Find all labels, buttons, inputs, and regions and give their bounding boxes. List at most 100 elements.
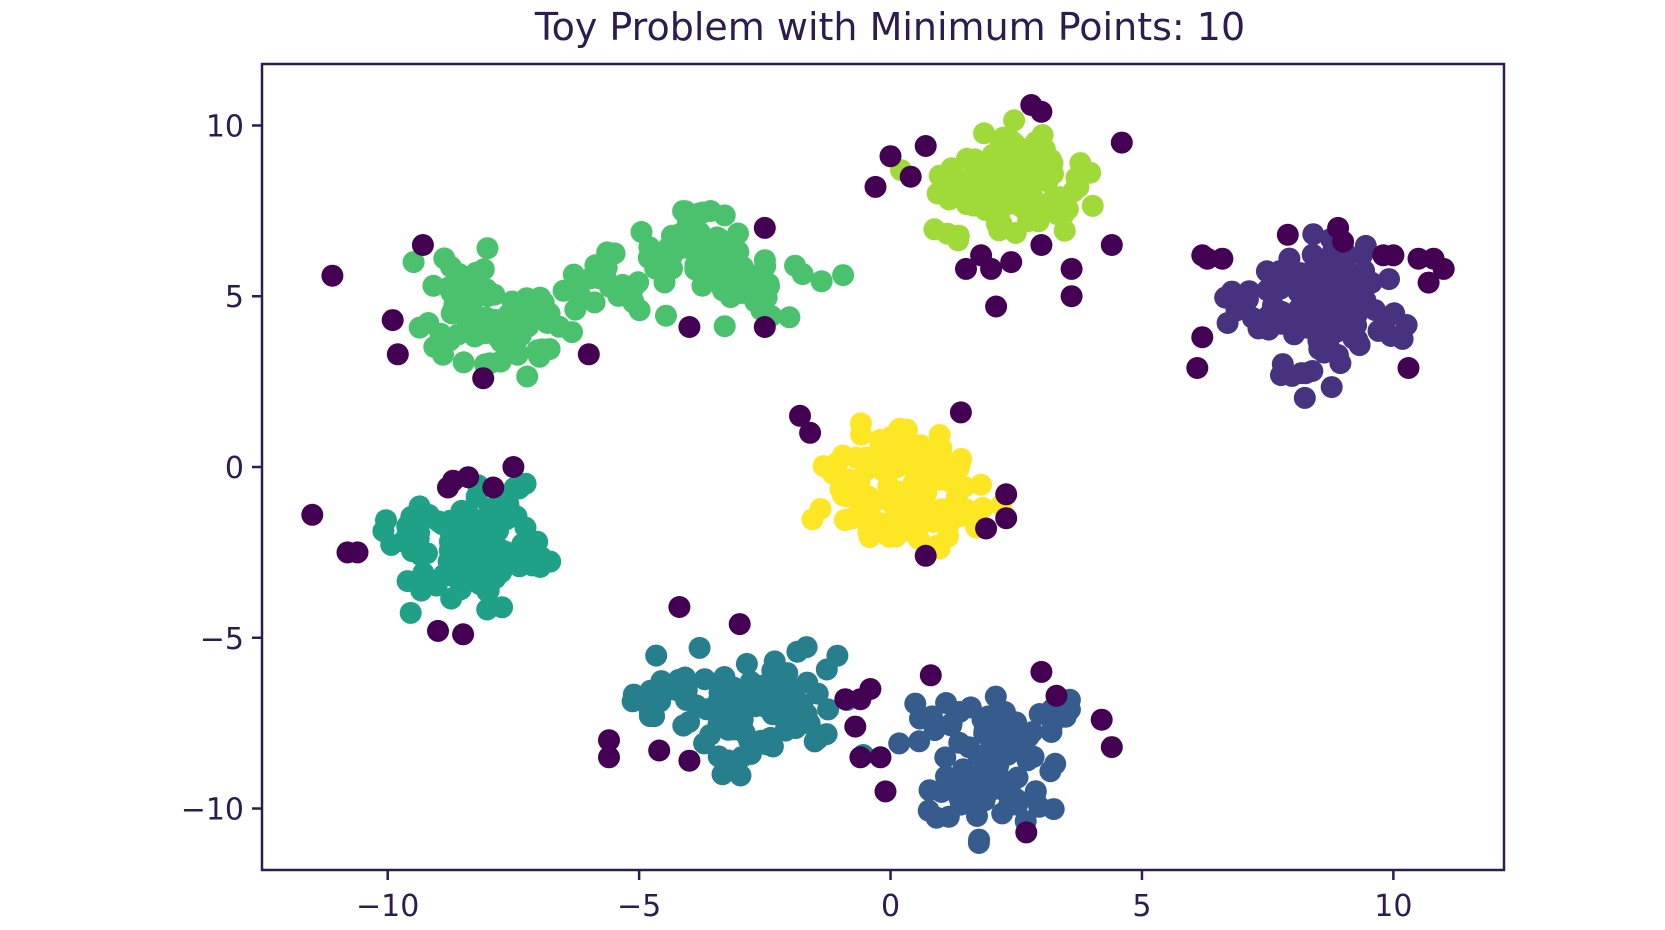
data-point-cluster-2 [999, 780, 1022, 803]
data-point-noise [1382, 244, 1405, 267]
data-point-noise [849, 746, 872, 769]
data-point-cluster-7 [887, 480, 910, 503]
data-point-noise [844, 715, 867, 738]
x-tick-label: 0 [881, 889, 900, 924]
data-point-noise [1186, 357, 1209, 379]
data-point-noise [995, 507, 1018, 530]
data-point-noise [914, 544, 937, 567]
data-point-cluster-5 [562, 263, 585, 286]
data-point-cluster-7 [929, 504, 952, 527]
data-point-cluster-5 [475, 278, 498, 301]
data-point-cluster-5 [810, 270, 833, 293]
data-point-cluster-1 [1216, 312, 1239, 334]
data-point-cluster-3 [735, 652, 758, 675]
data-point-cluster-2 [1041, 712, 1064, 735]
data-point-cluster-3 [645, 644, 668, 667]
data-point-noise [859, 678, 882, 700]
data-point-cluster-3 [750, 729, 773, 752]
data-point-cluster-3 [729, 764, 752, 787]
data-point-cluster-5 [458, 317, 481, 340]
data-point-noise [955, 257, 977, 280]
data-point-cluster-3 [688, 636, 711, 659]
data-point-noise [975, 517, 998, 540]
data-point-cluster-3 [733, 721, 756, 744]
data-point-noise [995, 483, 1018, 506]
data-point-cluster-5 [691, 274, 714, 297]
data-point-cluster-5 [513, 306, 536, 329]
data-point-cluster-3 [667, 679, 689, 702]
data-point-cluster-3 [650, 670, 673, 693]
data-point-noise [899, 165, 922, 188]
data-point-cluster-5 [439, 255, 462, 278]
data-point-cluster-6 [1025, 171, 1048, 193]
data-point-noise [427, 619, 449, 642]
data-point-noise [502, 456, 525, 478]
data-point-cluster-5 [437, 276, 460, 299]
data-point-noise [980, 257, 1003, 280]
data-point-noise [1276, 223, 1299, 246]
data-point-cluster-1 [1293, 386, 1316, 409]
data-point-cluster-1 [1329, 352, 1352, 375]
data-point-noise [864, 175, 887, 198]
data-point-noise [1030, 234, 1053, 256]
data-point-cluster-2 [979, 779, 1002, 802]
data-point-cluster-5 [791, 263, 814, 286]
data-point-cluster-7 [905, 480, 928, 502]
data-point-noise [1045, 684, 1068, 707]
data-point-noise [678, 749, 701, 772]
data-point-cluster-3 [736, 677, 759, 700]
data-point-noise [914, 135, 937, 157]
y-tick-label: −5 [200, 622, 244, 657]
axis-ticks: −10 −5 0 5 10 10 5 0 −5 −10 [181, 109, 1413, 924]
data-point-cluster-5 [536, 312, 559, 334]
data-point-cluster-6 [1011, 190, 1034, 213]
data-point-cluster-1 [1220, 280, 1243, 303]
data-point-cluster-2 [925, 806, 948, 829]
data-point-cluster-5 [487, 327, 510, 350]
data-point-noise [668, 596, 691, 618]
data-point-noise [1100, 234, 1123, 256]
data-point-cluster-6 [1004, 222, 1027, 244]
data-point-cluster-4 [439, 534, 462, 557]
data-point-cluster-1 [1351, 244, 1373, 266]
data-point-cluster-6 [1053, 219, 1076, 242]
data-point-noise [648, 739, 671, 762]
data-point-cluster-2 [948, 786, 971, 809]
data-point-cluster-1 [1306, 250, 1329, 273]
data-point-noise [1191, 326, 1214, 349]
data-point-cluster-1 [1268, 260, 1291, 283]
data-point-cluster-5 [568, 283, 591, 306]
data-point-cluster-1 [1340, 302, 1362, 325]
data-point-cluster-7 [901, 441, 924, 464]
data-point-noise [1000, 251, 1023, 274]
data-point-cluster-3 [731, 695, 754, 718]
data-point-cluster-6 [1003, 132, 1026, 155]
data-point-noise [386, 343, 409, 366]
data-point-cluster-5 [457, 271, 479, 294]
data-point-noise [728, 613, 751, 636]
data-point-cluster-7 [812, 455, 835, 478]
data-point-cluster-4 [529, 556, 552, 578]
data-point-noise [753, 316, 776, 338]
data-point-cluster-2 [888, 732, 911, 755]
data-point-cluster-5 [677, 210, 699, 233]
data-point-cluster-6 [949, 168, 971, 191]
data-point-cluster-6 [964, 156, 987, 179]
data-point-cluster-5 [432, 343, 454, 366]
data-point-cluster-3 [693, 668, 716, 691]
data-point-cluster-5 [758, 275, 780, 298]
data-point-cluster-1 [1302, 223, 1325, 246]
data-point-cluster-5 [727, 268, 750, 290]
data-point-cluster-7 [868, 429, 891, 451]
data-point-cluster-2 [1016, 747, 1039, 770]
data-point-cluster-4 [483, 530, 506, 553]
data-point-noise [1432, 257, 1455, 280]
y-tick-label: −10 [181, 793, 244, 828]
data-point-noise [321, 264, 344, 287]
data-point-cluster-3 [796, 671, 819, 694]
data-point-noise [472, 367, 495, 390]
data-point-cluster-4 [399, 601, 422, 624]
data-point-cluster-2 [967, 832, 990, 854]
data-point-cluster-2 [977, 705, 1000, 728]
data-point-noise [678, 316, 701, 338]
